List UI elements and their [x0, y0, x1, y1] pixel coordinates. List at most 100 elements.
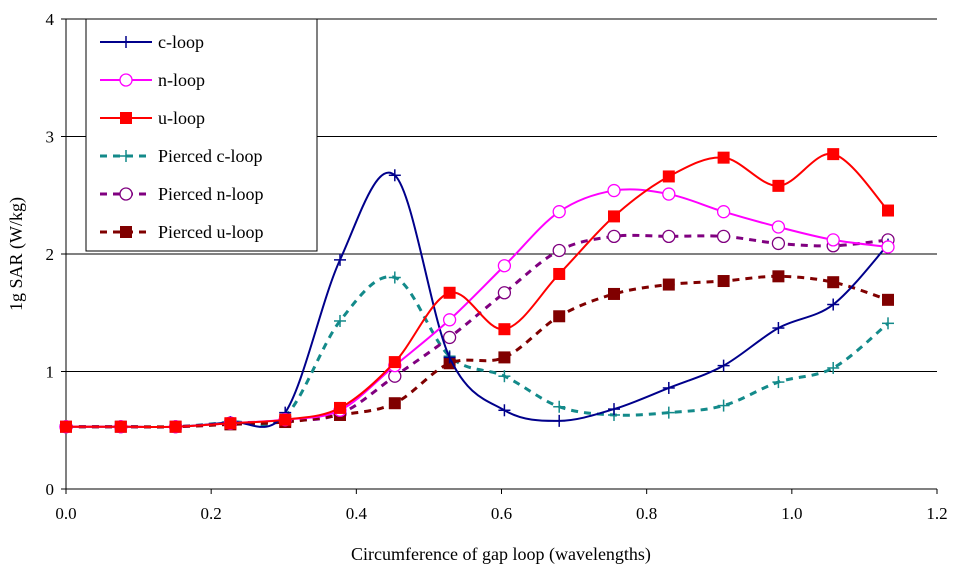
marker-square: [279, 413, 292, 426]
data-point-pierced-n-loop: [716, 229, 731, 244]
marker-square: [717, 151, 730, 164]
marker-circle: [881, 240, 895, 254]
data-point-u-loop: [60, 420, 72, 433]
y-tick-label: 0: [46, 480, 55, 499]
marker-circle: [662, 187, 676, 201]
data-point-u-loop: [608, 210, 621, 223]
y-axis-title: 1g SAR (W/kg): [6, 197, 27, 311]
data-point-n-loop: [771, 220, 786, 234]
data-point-pierced-c-loop: [882, 317, 895, 330]
x-tick-label: 0.8: [636, 504, 657, 523]
marker-circle: [662, 229, 676, 244]
marker-square: [498, 351, 511, 364]
data-point-u-loop: [553, 267, 566, 280]
data-point-u-loop: [827, 148, 840, 161]
marker-square: [388, 356, 401, 369]
data-point-pierced-u-loop: [388, 397, 401, 410]
tick-marks: [61, 18, 938, 494]
legend-label: u-loop: [158, 108, 205, 128]
data-point-n-loop: [607, 183, 621, 198]
legend-label: Pierced u-loop: [158, 222, 263, 242]
legend-item-pierced-u-loop: Pierced u-loop: [100, 222, 263, 242]
data-point-pierced-u-loop: [608, 287, 621, 300]
series-line-pierced-u-loop: [65, 274, 889, 429]
marker-circle: [442, 313, 457, 327]
marker-circle: [119, 73, 133, 87]
data-point-pierced-n-loop: [497, 286, 512, 300]
marker-square: [662, 170, 675, 183]
marker-square: [60, 420, 72, 433]
marker-circle: [607, 183, 621, 198]
marker-circle: [119, 187, 133, 201]
marker-square: [772, 270, 785, 283]
legend-box: [85, 18, 318, 252]
x-axis-title: Circumference of gap loop (wavelengths): [351, 544, 651, 565]
y-tick-label: 3: [46, 128, 55, 147]
data-point-u-loop: [498, 323, 511, 336]
marker-square: [608, 287, 621, 300]
data-point-pierced-u-loop: [662, 278, 675, 291]
data-point-c-loop: [827, 298, 840, 311]
data-point-u-loop: [224, 417, 237, 430]
legend-label: Pierced c-loop: [158, 146, 262, 166]
series-u-loop: [60, 148, 895, 433]
data-point-u-loop: [882, 204, 895, 217]
marker-square: [169, 420, 182, 433]
data-point-pierced-c-loop: [717, 399, 730, 412]
x-tick-label: 0.4: [346, 504, 368, 523]
data-point-c-loop: [608, 403, 621, 416]
legend-marker: [120, 150, 132, 162]
legend-item-u-loop: u-loop: [100, 108, 205, 128]
data-point-u-loop: [772, 179, 785, 192]
data-point-c-loop: [662, 381, 675, 394]
data-point-n-loop: [662, 187, 676, 201]
data-point-u-loop: [279, 413, 292, 426]
data-point-u-loop: [334, 401, 347, 414]
data-point-pierced-u-loop: [717, 275, 730, 288]
data-point-n-loop: [497, 259, 512, 273]
marker-circle: [771, 236, 786, 251]
data-point-n-loop: [716, 205, 731, 219]
data-point-pierced-c-loop: [498, 370, 511, 383]
legend-marker: [120, 226, 132, 238]
marker-circle: [826, 233, 840, 247]
legend-label: c-loop: [158, 32, 204, 52]
data-point-u-loop: [114, 420, 127, 433]
data-point-pierced-u-loop: [498, 351, 511, 364]
series-line-u-loop: [65, 153, 889, 428]
legend-label: n-loop: [158, 70, 205, 90]
data-point-u-loop: [717, 151, 730, 164]
marker-square: [662, 278, 675, 291]
legend-item-pierced-n-loop: Pierced n-loop: [100, 184, 263, 204]
legend-marker: [120, 36, 132, 48]
y-tick-label: 2: [46, 245, 55, 264]
legend-label: Pierced n-loop: [158, 184, 263, 204]
data-point-c-loop: [717, 359, 730, 372]
data-point-pierced-n-loop: [607, 229, 621, 244]
data-point-pierced-c-loop: [662, 406, 675, 419]
marker-circle: [497, 259, 512, 273]
marker-square: [388, 397, 401, 410]
data-point-pierced-n-loop: [662, 229, 676, 244]
marker-square: [120, 112, 132, 124]
marker-circle: [552, 243, 566, 258]
y-tick-label: 1: [46, 363, 55, 382]
data-point-pierced-c-loop: [334, 314, 347, 327]
marker-circle: [716, 229, 731, 244]
data-point-n-loop: [881, 240, 895, 254]
legend: c-loop n-loop u-loop Pierced c-loop Pierced …: [85, 18, 318, 252]
marker-square: [772, 179, 785, 192]
marker-square: [717, 275, 730, 288]
data-point-n-loop: [552, 205, 566, 219]
data-point-pierced-u-loop: [772, 270, 785, 283]
marker-circle: [552, 205, 566, 219]
marker-square: [553, 267, 566, 280]
x-tick-label: 0.6: [491, 504, 512, 523]
marker-square: [882, 293, 895, 306]
data-point-pierced-c-loop: [772, 376, 785, 389]
marker-square: [827, 276, 840, 289]
data-point-u-loop: [662, 170, 675, 183]
legend-marker: [120, 112, 132, 124]
marker-square: [827, 148, 840, 161]
